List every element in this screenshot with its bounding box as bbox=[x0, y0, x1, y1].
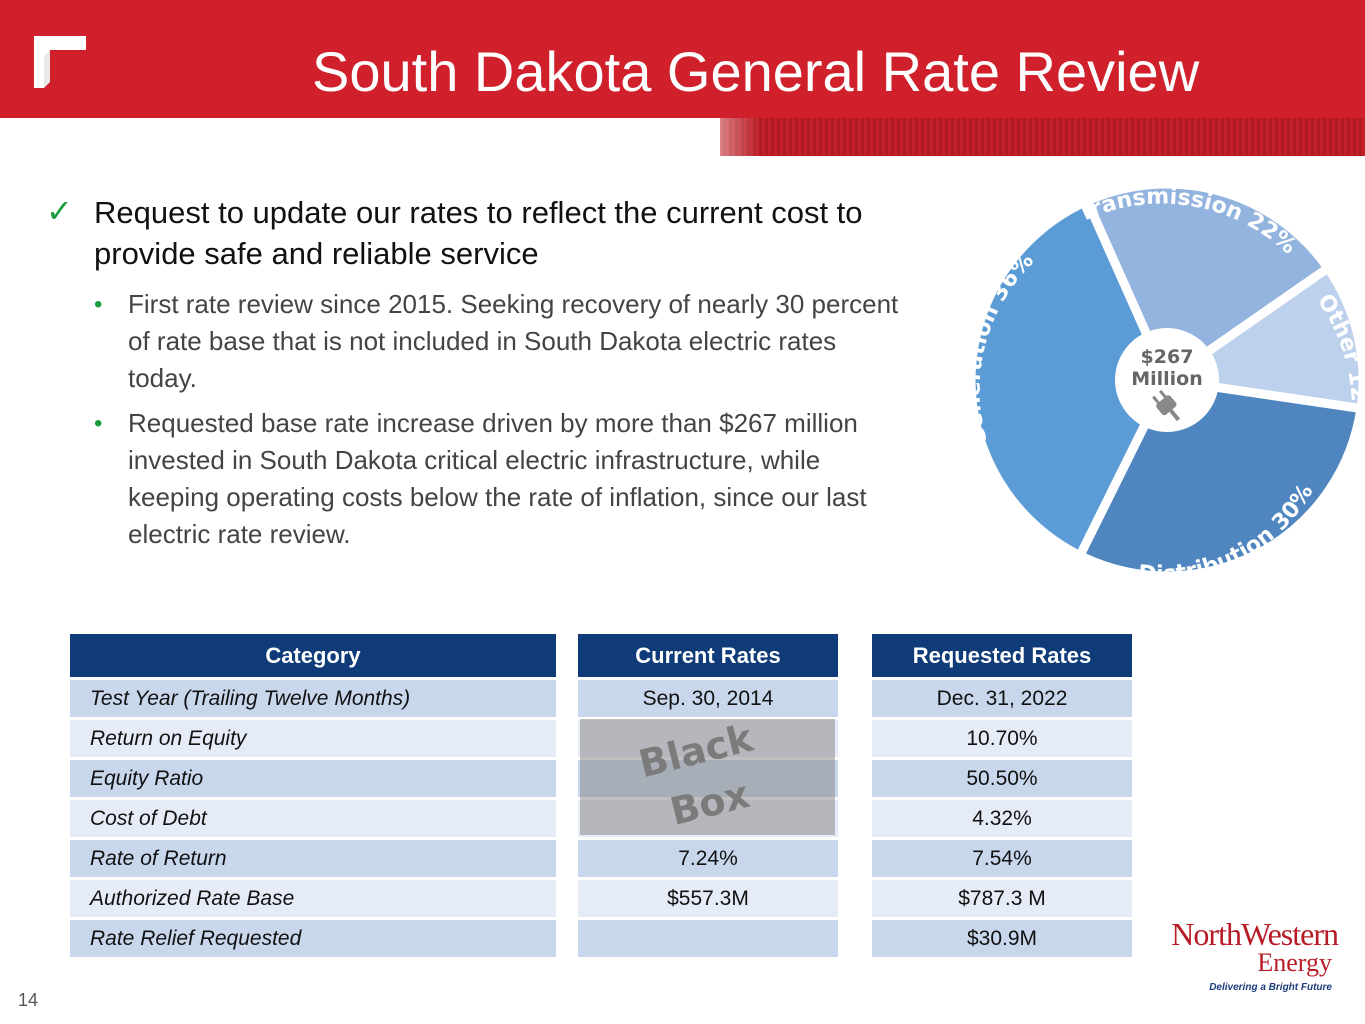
requested-cell: Dec. 31, 2022 bbox=[872, 680, 1132, 717]
category-cell: Equity Ratio bbox=[70, 760, 556, 797]
page-number: 14 bbox=[18, 990, 39, 1010]
header-category: Category bbox=[70, 634, 556, 677]
sub-points: • First rate review since 2015. Seeking r… bbox=[94, 286, 912, 553]
header-stripe bbox=[720, 118, 1365, 156]
black-box-overlay: Black Box bbox=[580, 716, 835, 835]
requested-cell: $30.9M bbox=[872, 920, 1132, 957]
requested-cell: 50.50% bbox=[872, 760, 1132, 797]
page-title: South Dakota General Rate Review bbox=[312, 40, 1200, 103]
current-cell: $557.3M bbox=[578, 880, 838, 917]
requested-cell: 7.54% bbox=[872, 840, 1132, 877]
sub-point: • First rate review since 2015. Seeking r… bbox=[94, 286, 912, 397]
sub-point: • Requested base rate increase driven by … bbox=[94, 405, 912, 553]
category-cell: Test Year (Trailing Twelve Months) bbox=[70, 680, 556, 717]
plug-icon bbox=[1152, 389, 1181, 422]
corner-logo-icon bbox=[34, 36, 86, 88]
main-point: Request to update our rates to reflect t… bbox=[94, 195, 863, 271]
requested-cell: 10.70% bbox=[872, 720, 1132, 757]
investment-pie-chart: $267 Million Transmission 22% Other 12% … bbox=[960, 182, 1365, 587]
pie-center bbox=[1115, 328, 1219, 432]
checkmark-icon: ✓ bbox=[46, 193, 73, 229]
pie-center-unit: Million bbox=[1131, 368, 1203, 390]
requested-cell: 4.32% bbox=[872, 800, 1132, 837]
pie-center-amount: $267 bbox=[1141, 346, 1194, 368]
category-cell: Cost of Debt bbox=[70, 800, 556, 837]
header-bar bbox=[0, 0, 1365, 118]
current-cell: Sep. 30, 2014 bbox=[578, 680, 838, 717]
current-cell: 7.24% bbox=[578, 840, 838, 877]
bullet-icon: • bbox=[94, 410, 103, 437]
pie-slice-generation bbox=[966, 195, 1172, 562]
requested-rates-table: Requested Rates Dec. 31, 2022 10.70% 50.… bbox=[872, 631, 1132, 960]
category-table: Category Test Year (Trailing Twelve Mont… bbox=[70, 631, 556, 960]
logo-tagline: Delivering a Bright Future bbox=[1209, 982, 1332, 993]
requested-cell: $787.3 M bbox=[872, 880, 1132, 917]
category-cell: Rate Relief Requested bbox=[70, 920, 556, 957]
black-box-text-line2: Box bbox=[665, 772, 754, 834]
header-requested-rates: Requested Rates bbox=[872, 634, 1132, 677]
bullet-section: ✓ Request to update our rates to reflect… bbox=[42, 192, 912, 561]
category-cell: Return on Equity bbox=[70, 720, 556, 757]
header-current-rates: Current Rates bbox=[578, 634, 838, 677]
logo-energy: Energy bbox=[1257, 948, 1332, 977]
current-cell bbox=[578, 920, 838, 957]
category-cell: Authorized Rate Base bbox=[70, 880, 556, 917]
northwestern-energy-logo: NorthWestern Energy Delivering a Bright … bbox=[1138, 916, 1339, 993]
bullet-icon: • bbox=[94, 291, 103, 318]
logo-name: NorthWestern bbox=[1171, 916, 1339, 952]
category-cell: Rate of Return bbox=[70, 840, 556, 877]
